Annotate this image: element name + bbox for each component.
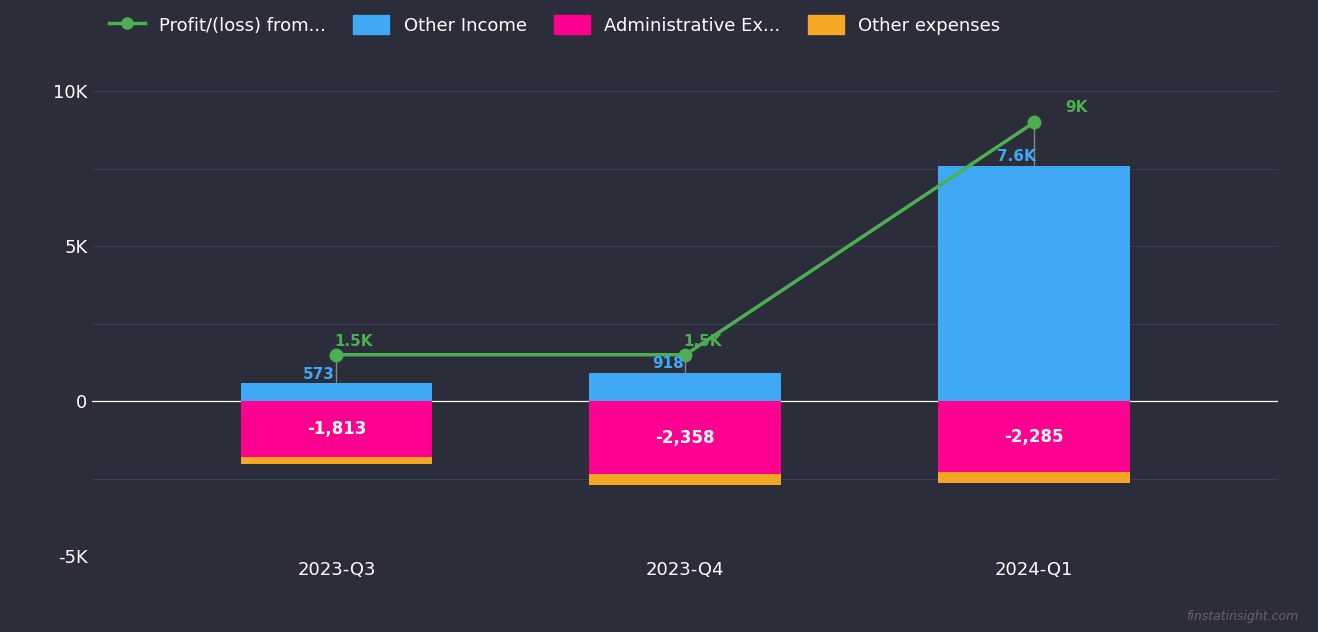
Text: -2,358: -2,358: [655, 428, 716, 447]
Bar: [938, 166, 1131, 401]
Bar: [589, 373, 782, 401]
Bar: [938, 472, 1131, 483]
Text: 573: 573: [303, 367, 335, 382]
Bar: [240, 401, 432, 458]
Text: 918: 918: [652, 356, 684, 371]
Text: -2,285: -2,285: [1004, 428, 1064, 446]
Text: 1.5K: 1.5K: [684, 334, 722, 348]
Bar: [240, 458, 432, 464]
Text: 9K: 9K: [1065, 100, 1087, 114]
Bar: [938, 401, 1131, 472]
Bar: [240, 384, 432, 401]
Legend: Profit/(loss) from..., Other Income, Administrative Ex..., Other expenses: Profit/(loss) from..., Other Income, Adm…: [101, 8, 1007, 42]
Bar: [589, 474, 782, 485]
Text: -1,813: -1,813: [307, 420, 366, 439]
Text: finstatinsight.com: finstatinsight.com: [1186, 609, 1298, 623]
Text: 1.5K: 1.5K: [335, 334, 373, 348]
Bar: [589, 401, 782, 474]
Text: 7.6K: 7.6K: [998, 149, 1036, 164]
